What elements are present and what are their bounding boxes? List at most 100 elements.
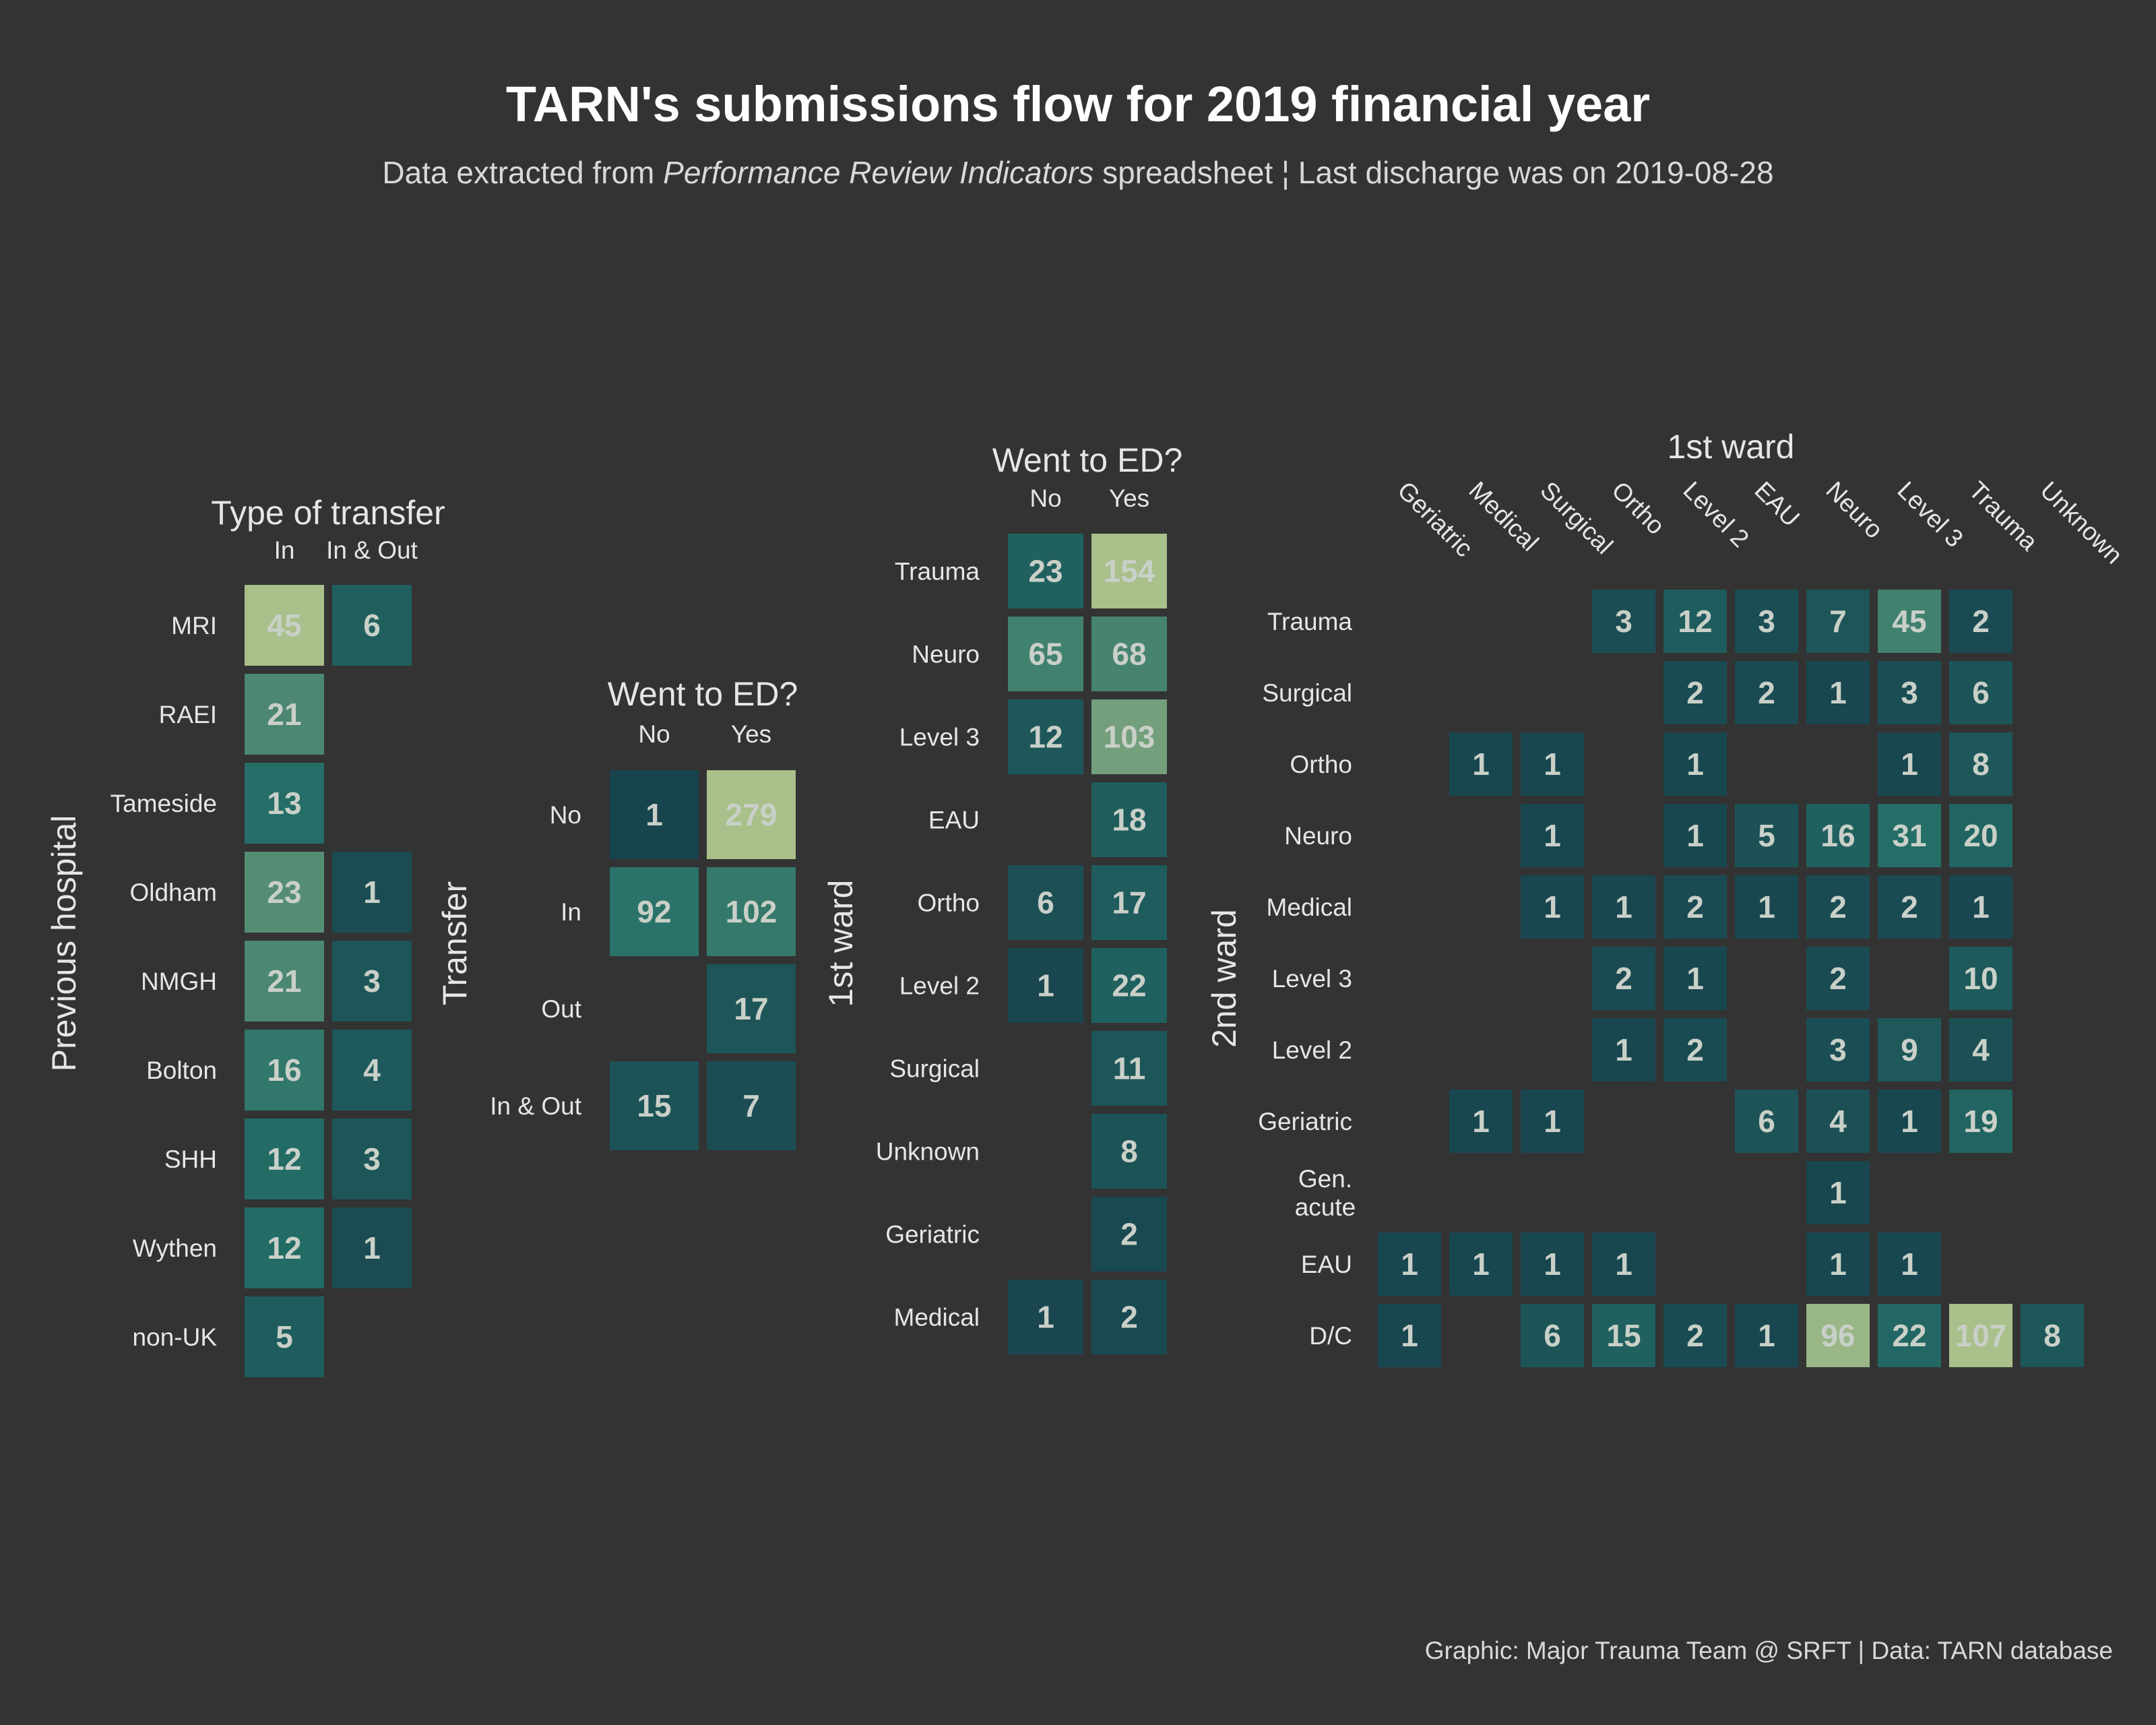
cell-value-label: 17 [734,991,768,1026]
cell-value-label: 7 [742,1088,760,1123]
heatmap-cell [1091,1197,1167,1272]
cell-value-label: 2 [1120,1217,1138,1252]
row-label: NMGH [141,968,217,995]
heatmap-panel-2: Went to ED? Transfer No Yes No In Out In & Out 1… [436,675,798,1150]
cell-value-label: 2 [1901,889,1918,924]
cell-value-label: 1 [1758,1318,1775,1353]
column-label: Unknown [2035,476,2128,569]
heatmap-panel-3: Went to ED? 1st ward No Yes Trauma Neuro Level… [822,441,1182,1354]
heatmap-cell [1806,1161,1870,1224]
heatmap-cell [332,585,412,666]
row-label: Unknown [876,1138,980,1166]
heatmap-cell [1878,804,1941,867]
heatmap-cell [1449,732,1513,796]
cell-value-label: 1 [1472,747,1490,782]
subtitle-part2: spreadsheet ¦ Last discharge was on 2019… [1093,155,1773,190]
heatmap-cell [1592,947,1655,1010]
heatmap-cell [1521,1090,1584,1153]
heatmap-cell [1735,1304,1798,1367]
cell-value-label: 10 [1963,961,1998,996]
heatmap-cell [1663,1304,1727,1367]
heatmap-cell [1949,590,2012,653]
column-label: Yes [731,720,771,748]
column-label: Level 3 [1892,476,1968,553]
cell-value-label: 15 [637,1088,671,1123]
panel-2-top-title: Went to ED? [608,675,798,713]
panel-1-top-title: Type of transfer [211,494,445,532]
heatmap-cell [332,852,412,933]
heatmap-cell [245,674,324,755]
heatmap-cell [1091,1031,1167,1106]
heatmap-cell [1949,1304,2012,1367]
heatmap-cell [1592,590,1655,653]
cell-value-label: 107 [1955,1318,2007,1353]
subtitle-italic: Performance Review Indicators [663,155,1093,190]
panel-3-y-title: 1st ward [822,880,860,1007]
heatmap-cell [1663,875,1727,939]
cell-value-label: 17 [1112,885,1146,920]
cell-value-label: 13 [267,786,301,821]
row-label: Ortho [917,889,980,917]
heatmap-cell [1949,947,2012,1010]
heatmap-cell [245,585,324,666]
heatmap-cell [1091,865,1167,940]
cell-value-label: 3 [1901,675,1918,710]
heatmap-cell [1008,617,1083,691]
heatmap-cell [245,852,324,933]
row-label: Surgical [889,1055,980,1083]
cell-value-label: 9 [1901,1032,1918,1067]
heatmap-cell [610,770,699,859]
cell-value-label: 1 [1901,1104,1918,1139]
row-label: Neuro [912,641,980,668]
cell-value-label: 2 [1686,889,1704,924]
row-label: In & Out [490,1092,581,1120]
heatmap-cell [1592,1232,1655,1296]
cell-value-label: 1 [1829,1247,1847,1282]
column-label: Neuro [1820,476,1888,544]
heatmap-cell [1735,875,1798,939]
row-label: Ortho [1290,751,1352,778]
heatmap-cell [1521,732,1584,796]
row-label-line: acute [1295,1193,1356,1221]
cell-value-label: 20 [1963,818,1998,853]
row-label: Oldham [129,879,217,906]
cell-value-label: 1 [1544,1104,1561,1139]
heatmap-cell [1806,1090,1870,1153]
cell-value-label: 96 [1820,1318,1855,1353]
heatmap-cell [1663,1018,1727,1081]
cell-value-label: 1 [1544,818,1561,853]
heatmap-panel-1: Type of transfer Previous hospital In In & … [45,494,445,1377]
cell-value-label: 6 [1037,885,1054,920]
row-label: Level 2 [899,972,980,1000]
row-label: EAU [1301,1251,1352,1278]
cell-value-label: 1 [1686,747,1704,782]
panel-4-y-title: 2nd ward [1205,909,1243,1048]
cell-value-label: 31 [1892,818,1926,853]
column-label: No [1029,484,1061,512]
heatmap-cell [1806,590,1870,653]
row-label: No [550,801,581,829]
cell-value-label: 1 [1544,1247,1561,1282]
cell-value-label: 1 [1472,1104,1490,1139]
heatmap-cell [245,1208,324,1288]
cell-value-label: 1 [1472,1247,1490,1282]
cell-value-label: 12 [1678,604,1712,639]
cell-value-label: 2 [1686,1032,1704,1067]
cell-value-label: 6 [1972,675,1990,710]
chart-caption: Graphic: Major Trauma Team @ SRFT | Data… [1425,1637,2113,1664]
heatmap-cell [1091,534,1167,608]
heatmap-cell [1735,661,1798,724]
heatmap-cell [1378,1304,1441,1367]
row-label: RAEI [159,701,217,728]
cell-value-label: 1 [1544,747,1561,782]
heatmap-cell [1735,804,1798,867]
cell-value-label: 6 [1758,1104,1775,1139]
cell-value-label: 8 [1120,1134,1138,1169]
row-label: In [561,898,581,926]
row-label: Neuro [1284,822,1352,850]
cell-value-label: 2 [1972,604,1990,639]
panel-3-top-title: Went to ED? [992,441,1183,479]
row-label: Bolton [146,1057,217,1084]
heatmap-cell [1449,1232,1513,1296]
